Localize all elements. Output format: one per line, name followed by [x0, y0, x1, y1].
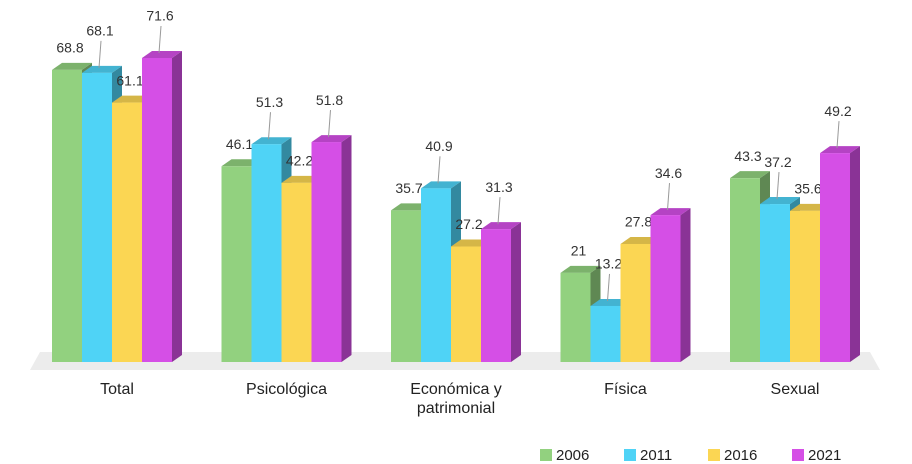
value-label: 42.2	[286, 153, 313, 169]
value-label: 13.2	[595, 256, 622, 272]
bar-side	[341, 135, 352, 362]
leader-line	[607, 273, 610, 301]
legend-swatch	[792, 449, 804, 461]
leader-line	[776, 172, 780, 200]
bar-front	[620, 243, 651, 362]
bar-front	[112, 102, 142, 363]
bar-front	[650, 215, 681, 362]
leader-line	[328, 110, 331, 138]
bar	[650, 208, 691, 362]
value-label: 35.6	[794, 181, 821, 197]
value-label: 43.3	[734, 148, 761, 164]
value-label: 21	[571, 243, 587, 259]
legend-swatch	[708, 449, 720, 461]
bar-front	[311, 142, 342, 362]
value-label: 27.8	[625, 214, 652, 230]
legend-label: 2016	[724, 447, 757, 464]
bar-front	[481, 229, 511, 362]
bar-top	[481, 222, 521, 230]
legend-swatch	[624, 449, 636, 461]
legend-label: 2006	[556, 447, 589, 464]
value-label: 49.2	[824, 103, 851, 119]
bar-front	[52, 69, 82, 362]
value-label: 34.6	[655, 165, 682, 181]
bar-front	[221, 166, 252, 362]
leader-line	[836, 121, 840, 149]
bar-top	[650, 208, 691, 216]
x-tick-label: Económica y patrimonial	[410, 381, 502, 417]
bar-top	[820, 146, 860, 154]
bar-front	[560, 272, 591, 362]
value-label: 46.1	[226, 136, 253, 152]
bar-top	[421, 181, 461, 189]
x-tick-label: Total	[100, 381, 134, 398]
value-label: 31.3	[485, 179, 512, 195]
leader-line	[158, 25, 162, 54]
bar-top	[142, 51, 182, 58]
value-label: 51.8	[316, 92, 343, 108]
value-label: 68.1	[86, 23, 113, 39]
bar-top	[760, 197, 800, 205]
value-label: 51.3	[256, 94, 283, 110]
value-label: 40.9	[425, 138, 452, 154]
bar-front	[730, 178, 760, 362]
bar-side	[172, 51, 182, 362]
value-label: 35.7	[395, 180, 422, 196]
value-label: 68.8	[56, 40, 83, 56]
leader-line	[98, 40, 102, 68]
bar-front	[391, 210, 421, 362]
x-tick-label: Psicológica	[246, 381, 327, 398]
bar-front	[281, 182, 312, 362]
bar-top	[730, 171, 770, 179]
value-label: 27.2	[455, 216, 482, 232]
bar	[311, 135, 352, 362]
bar-front	[820, 153, 850, 362]
bar-front	[251, 144, 282, 362]
x-tick-label: Física	[604, 381, 647, 398]
bar-top	[52, 62, 92, 70]
legend-label: 2021	[808, 447, 841, 464]
bar-side	[680, 208, 691, 362]
bar	[820, 146, 860, 362]
bar-side	[850, 146, 860, 362]
value-label: 71.6	[146, 8, 173, 24]
bar-front	[590, 305, 621, 362]
bar-front	[421, 188, 451, 362]
value-label: 61.1	[116, 72, 143, 88]
bar	[142, 51, 182, 362]
bar-side	[511, 222, 521, 362]
bar-front	[451, 246, 481, 362]
bar-top	[251, 137, 292, 145]
bar	[481, 222, 521, 362]
bar-front	[760, 204, 790, 362]
bar-top	[82, 65, 122, 73]
leader-line	[437, 156, 441, 184]
x-tick-label: Sexual	[770, 381, 820, 398]
bar-front	[142, 58, 172, 362]
bar-top	[311, 135, 352, 143]
leader-line	[268, 112, 271, 140]
bar-top	[560, 265, 601, 273]
legend-label: 2011	[640, 447, 672, 464]
value-label: 37.2	[764, 154, 791, 170]
legend-swatch	[540, 449, 552, 461]
leader-line	[667, 183, 670, 211]
bar-front	[790, 210, 820, 362]
bar-front	[82, 72, 112, 362]
leader-line	[497, 197, 501, 225]
